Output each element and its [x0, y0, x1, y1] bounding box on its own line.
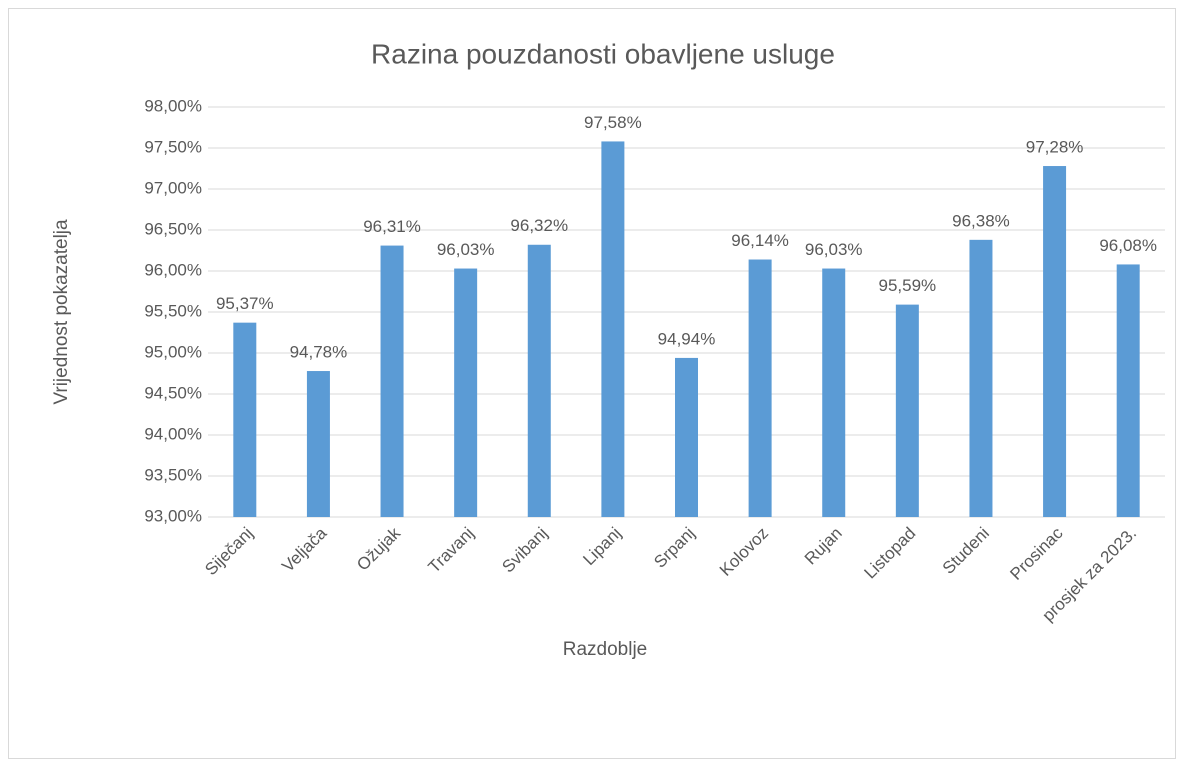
y-tick-label: 98,00% [144, 96, 202, 115]
y-tick-label: 96,50% [144, 219, 202, 238]
y-tick-label: 93,50% [144, 465, 202, 484]
bar [380, 245, 404, 517]
bar [822, 268, 846, 517]
chart-title: Razina pouzdanosti obavljene usluge [371, 38, 835, 69]
bar [1043, 166, 1067, 518]
y-tick-label: 94,00% [144, 424, 202, 443]
y-tick-label: 95,50% [144, 301, 202, 320]
data-label: 96,03% [437, 240, 495, 259]
y-tick-label: 95,00% [144, 342, 202, 361]
y-tick-label: 97,50% [144, 137, 202, 156]
y-axis-label: Vrijednost pokazatelja [51, 219, 72, 405]
y-tick-label: 97,00% [144, 178, 202, 197]
bar [454, 268, 478, 517]
bar [601, 141, 625, 517]
y-tick-label: 96,00% [144, 260, 202, 279]
bar [233, 322, 257, 517]
data-label: 94,78% [290, 343, 348, 362]
data-label: 95,37% [216, 294, 274, 313]
bar [748, 259, 772, 517]
x-axis-label: Razdoblje [563, 639, 648, 660]
data-label: 94,94% [658, 329, 716, 348]
data-label: 97,28% [1026, 138, 1084, 157]
bar [527, 244, 551, 517]
data-label: 96,32% [510, 216, 568, 235]
data-label: 96,08% [1099, 236, 1157, 255]
data-label: 97,58% [584, 113, 642, 132]
y-tick-label: 93,00% [144, 506, 202, 525]
bar [895, 304, 919, 517]
data-label: 96,31% [363, 217, 421, 236]
bar [675, 357, 698, 517]
bar [969, 239, 993, 517]
bar [1116, 264, 1140, 517]
data-label: 96,03% [805, 240, 863, 259]
data-label: 96,38% [952, 211, 1010, 230]
data-label: 95,59% [879, 276, 937, 295]
data-label: 96,14% [731, 231, 789, 250]
y-tick-label: 94,50% [144, 383, 202, 402]
bar [306, 371, 330, 517]
